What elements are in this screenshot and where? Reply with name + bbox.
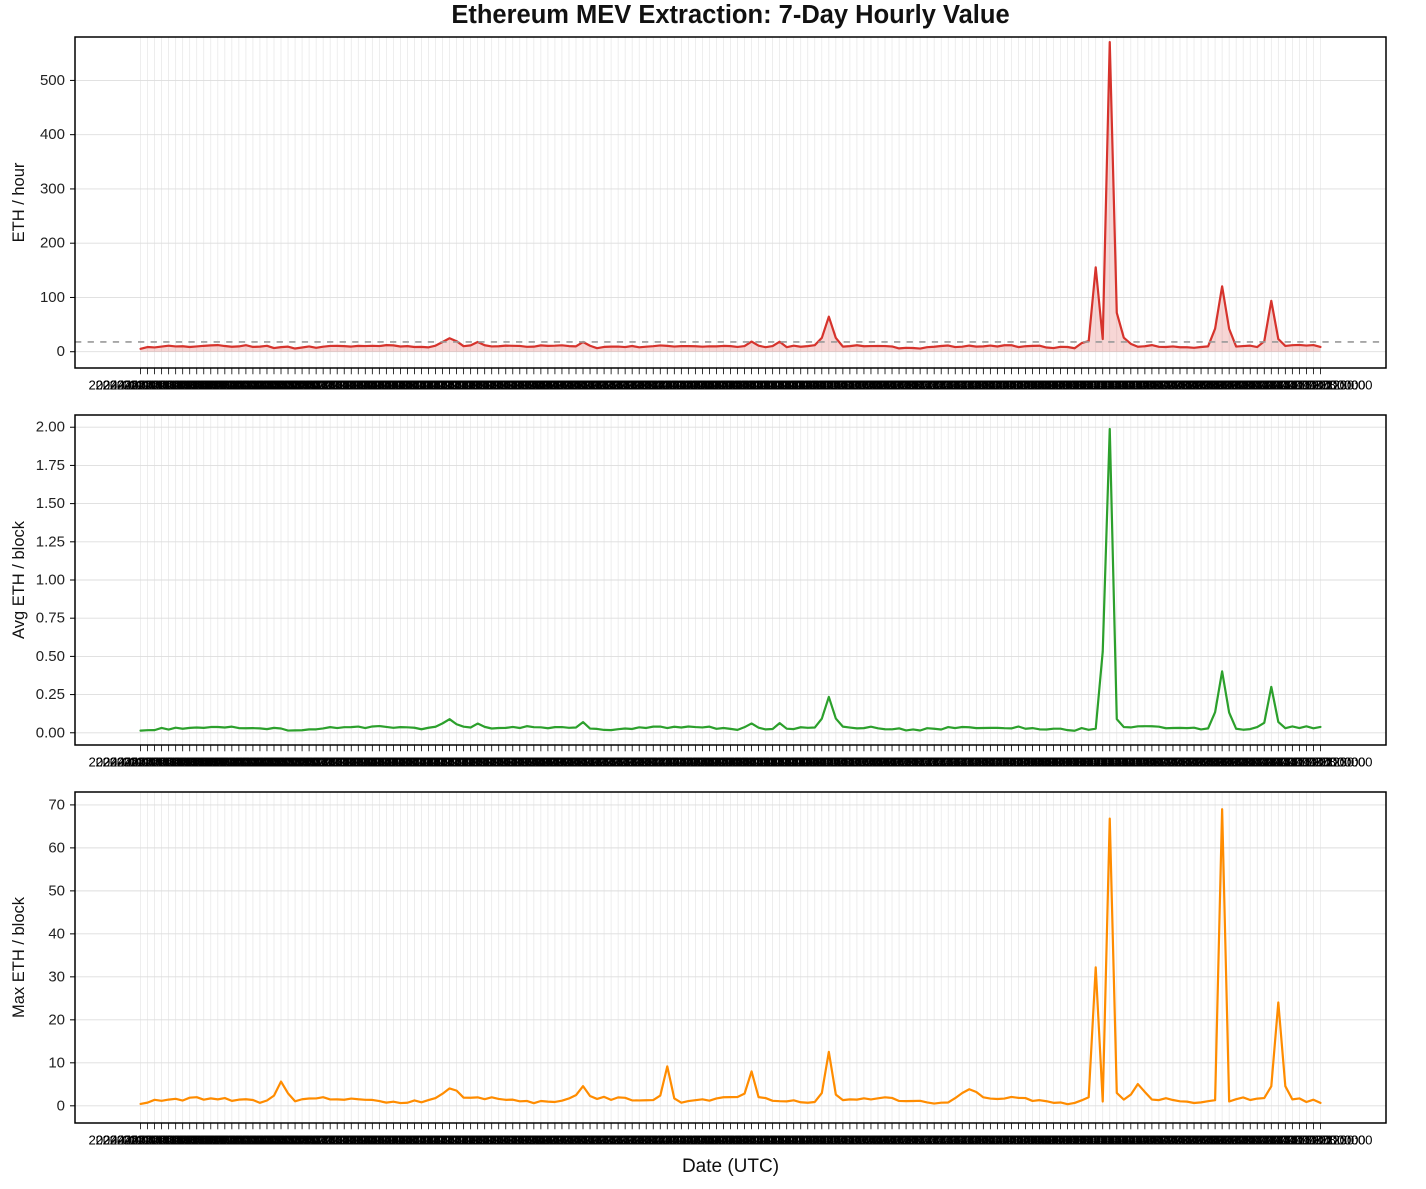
svg-text:2.00: 2.00	[36, 419, 65, 436]
svg-text:Avg ETH / block: Avg ETH / block	[10, 520, 28, 639]
svg-text:10: 10	[48, 1054, 65, 1071]
svg-text:60: 60	[48, 839, 65, 856]
svg-text:1.25: 1.25	[36, 533, 65, 550]
svg-text:30: 30	[48, 968, 65, 985]
svg-text:2024-01-08 00:00: 2024-01-08 00:00	[1268, 1133, 1372, 1148]
svg-text:2024-01-08 00:00: 2024-01-08 00:00	[1268, 755, 1372, 770]
svg-text:1.50: 1.50	[36, 495, 65, 512]
svg-text:70: 70	[48, 796, 65, 813]
svg-text:50: 50	[48, 882, 65, 899]
svg-text:400: 400	[40, 126, 65, 143]
svg-text:1.75: 1.75	[36, 457, 65, 474]
svg-text:2024-01-08 00:00: 2024-01-08 00:00	[1268, 378, 1372, 393]
svg-text:20: 20	[48, 1011, 65, 1028]
svg-text:Max ETH / block: Max ETH / block	[10, 896, 28, 1018]
svg-text:500: 500	[40, 72, 65, 89]
svg-text:0.75: 0.75	[36, 610, 65, 627]
svg-text:Ethereum MEV Extraction: 7-Day: Ethereum MEV Extraction: 7-Day Hourly Va…	[451, 1, 1009, 29]
svg-text:ETH / hour: ETH / hour	[10, 162, 28, 242]
svg-text:0: 0	[57, 343, 65, 360]
svg-text:40: 40	[48, 925, 65, 942]
svg-text:0.00: 0.00	[36, 724, 65, 741]
svg-text:0: 0	[57, 1097, 65, 1114]
svg-text:200: 200	[40, 235, 65, 252]
svg-text:100: 100	[40, 289, 65, 306]
svg-text:1.00: 1.00	[36, 572, 65, 589]
svg-text:Date (UTC): Date (UTC)	[682, 1156, 779, 1177]
svg-text:0.25: 0.25	[36, 686, 65, 703]
svg-text:300: 300	[40, 180, 65, 197]
svg-text:0.50: 0.50	[36, 648, 65, 665]
